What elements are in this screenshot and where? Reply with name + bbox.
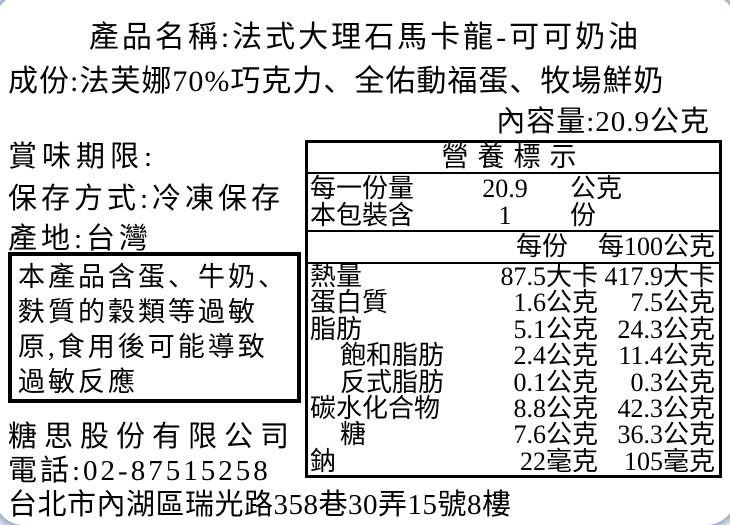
nutrient-label: 熱量 <box>310 262 363 291</box>
serving-value: 20.9 <box>482 174 528 203</box>
allergen-warning-line: 過敏反應 <box>18 367 138 397</box>
nutrient-label: 脂肪 <box>310 314 363 344</box>
nutrient-label: 鈉 <box>310 446 337 476</box>
product-name-line: 產品名稱:法式大理石馬卡龍-可可奶油 <box>88 21 642 54</box>
nutrition-row: 糖 7.6公克 36.3公克 <box>310 420 719 450</box>
serving-value: 1 <box>498 201 512 230</box>
shelf-life-label: 賞味期限: <box>8 141 158 173</box>
nutrition-rows: 熱量 87.5大卡 417.9大卡 蛋白質 1.6公克 7.5公克 脂肪 5.1… <box>308 262 719 476</box>
col-header-per-serving: 每份 <box>515 232 568 261</box>
nutrition-row: 脂肪 5.1公克 24.3公克 <box>310 314 719 344</box>
nutrient-label: 碳水化合物 <box>310 393 441 423</box>
serving-info-section: 每一份量 20.9 公克 本包裝含 1 份 <box>308 174 719 232</box>
col-header-per-100g: 每100公克 <box>597 232 715 261</box>
serving-info-row: 本包裝含 1 份 <box>310 202 719 229</box>
nutrient-per-serving-value: 8.8公克 <box>513 393 598 423</box>
nutrition-row: 鈉 22毫克 105毫克 <box>310 446 719 476</box>
origin-line: 產地:台灣 <box>8 223 153 255</box>
allergen-warning-line: 麩質的穀類等過敏 <box>18 297 258 327</box>
nutrition-row: 飽和脂肪 2.4公克 11.4公克 <box>310 341 719 371</box>
serving-label: 本包裝含 <box>310 201 415 230</box>
nutrient-per-100g-value: 417.9大卡 <box>604 262 715 291</box>
storage-method-line: 保存方式:冷凍保存 <box>8 183 285 215</box>
nutrient-per-serving-value: 2.4公克 <box>513 341 598 371</box>
company-phone-line: 電話:02-87515258 <box>8 455 271 487</box>
serving-unit: 份 <box>570 201 597 230</box>
nutrient-per-serving-value: 1.6公克 <box>513 288 598 318</box>
nutrition-row: 反式脂肪 0.1公克 0.3公克 <box>310 367 719 397</box>
nutrient-per-100g-value: 42.3公克 <box>617 393 715 423</box>
serving-info-row: 每一份量 20.9 公克 <box>310 175 719 202</box>
nutrition-facts-table: 營養標示 每一份量 20.9 公克 本包裝含 1 份 每份 每100公克 熱量 … <box>305 140 722 478</box>
company-address-line: 台北市內湖區瑞光路358巷30弄15號8樓 <box>8 489 512 521</box>
nutrition-row: 蛋白質 1.6公克 7.5公克 <box>310 288 719 318</box>
nutrient-per-serving-value: 7.6公克 <box>513 420 598 450</box>
nutrient-per-100g-value: 11.4公克 <box>618 341 715 371</box>
nutrient-per-100g-value: 0.3公克 <box>630 367 715 397</box>
net-content-line: 內容量:20.9公克 <box>496 106 710 138</box>
nutrient-label: 糖 <box>340 420 367 450</box>
nutrient-per-serving-value: 5.1公克 <box>513 314 598 344</box>
nutrient-per-100g-value: 7.5公克 <box>630 288 715 318</box>
nutrient-label: 反式脂肪 <box>340 367 445 397</box>
allergen-warning-box: 本產品含蛋、牛奶、 麩質的穀類等過敏 原,食用後可能導致 過敏反應 <box>8 252 301 403</box>
allergen-warning-line: 本產品含蛋、牛奶、 <box>18 262 288 292</box>
nutrient-per-serving-value: 22毫克 <box>519 446 598 476</box>
nutrient-per-100g-value: 105毫克 <box>623 446 715 476</box>
nutrient-per-100g-value: 24.3公克 <box>617 314 715 344</box>
nutrient-label: 飽和脂肪 <box>340 341 445 371</box>
nutrient-label: 蛋白質 <box>310 288 389 318</box>
company-name: 糖思股份有限公司 <box>8 421 297 453</box>
nutrient-per-serving-value: 0.1公克 <box>513 367 598 397</box>
nutrition-row: 熱量 87.5大卡 417.9大卡 <box>310 262 719 291</box>
nutrition-column-headers: 每份 每100公克 <box>308 232 719 264</box>
nutrient-per-100g-value: 36.3公克 <box>617 420 715 450</box>
allergen-warning-line: 原,食用後可能導致 <box>18 332 268 362</box>
nutrition-row: 碳水化合物 8.8公克 42.3公克 <box>310 393 719 423</box>
serving-label: 每一份量 <box>310 174 415 203</box>
ingredients-line: 成份:法芙娜70%巧克力、全佑動福蛋、牧場鮮奶 <box>8 65 665 98</box>
nutrition-table-title: 營養標示 <box>308 143 719 174</box>
serving-unit: 公克 <box>570 174 623 203</box>
nutrient-per-serving-value: 87.5大卡 <box>500 262 598 291</box>
